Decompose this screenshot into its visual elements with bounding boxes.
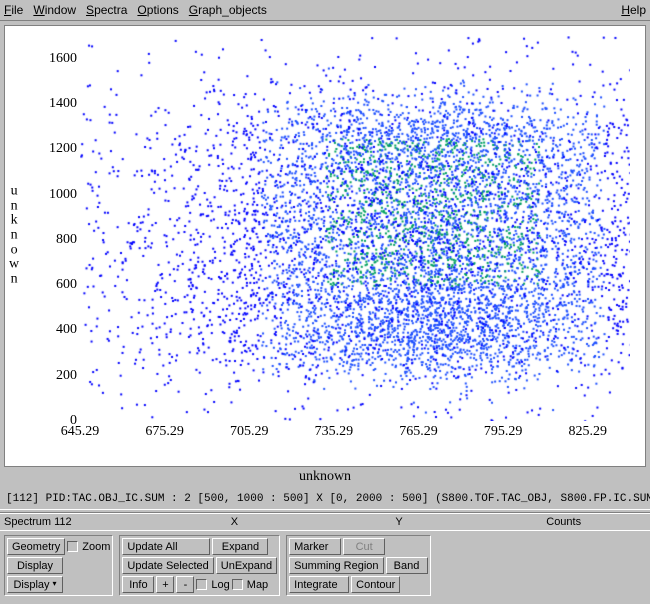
menubar: File Window Spectra Options Graph_object…: [0, 0, 650, 21]
geometry-button[interactable]: Geometry: [7, 538, 65, 555]
info-button[interactable]: Info: [122, 576, 154, 593]
x-tick: 645.29: [61, 424, 100, 440]
map-checkbox[interactable]: Map: [232, 576, 268, 593]
checkbox-icon: [232, 579, 243, 590]
spectrum-info-line: [112] PID:TAC.OBJ_IC.SUM : 2 [500, 1000 …: [0, 489, 650, 509]
y-tick: 1200: [49, 141, 77, 157]
x-tick: 735.29: [315, 424, 354, 440]
band-button[interactable]: Band: [386, 557, 428, 574]
y-tick: 800: [56, 232, 77, 248]
menu-graph-objects[interactable]: Graph_objects: [189, 3, 267, 17]
update-all-button[interactable]: Update All: [122, 538, 210, 555]
menu-file[interactable]: File: [4, 3, 23, 17]
menu-spectra[interactable]: Spectra: [86, 3, 127, 17]
x-axis-label: unknown: [4, 469, 646, 485]
y-tick: 1600: [49, 51, 77, 67]
checkbox-icon: [67, 541, 78, 552]
menu-window[interactable]: Window: [33, 3, 76, 17]
menu-options[interactable]: Options: [137, 3, 178, 17]
log-checkbox[interactable]: Log: [196, 576, 229, 593]
display-menu-button[interactable]: Display▾: [7, 576, 63, 593]
y-tick: 1000: [49, 187, 77, 203]
integrate-button[interactable]: Integrate: [289, 576, 349, 593]
log-label: Log: [211, 579, 229, 591]
unexpand-button[interactable]: UnExpand: [216, 557, 277, 574]
y-tick: 200: [56, 368, 77, 384]
marker-button[interactable]: Marker: [289, 538, 341, 555]
plot-frame: unknown 02004006008001000120014001600645…: [0, 21, 650, 489]
y-tick: 1400: [49, 96, 77, 112]
toolbar-group-update: Update All Expand Update Selected UnExpa…: [119, 535, 280, 596]
checkbox-icon: [196, 579, 207, 590]
status-x: X: [152, 516, 317, 528]
zoom-checkbox[interactable]: Zoom: [67, 538, 110, 555]
contour-button[interactable]: Contour: [351, 576, 400, 593]
toolbar-group-display: Geometry Zoom Display Display▾: [4, 535, 113, 596]
plus-button[interactable]: +: [156, 576, 174, 593]
status-counts: Counts: [481, 516, 646, 528]
display-button[interactable]: Display: [7, 557, 63, 574]
y-tick: 400: [56, 322, 77, 338]
chevron-down-icon: ▾: [53, 579, 57, 588]
x-tick: 765.29: [399, 424, 438, 440]
cut-button[interactable]: Cut: [343, 538, 385, 555]
status-y: Y: [317, 516, 482, 528]
x-tick: 795.29: [484, 424, 523, 440]
x-tick: 825.29: [568, 424, 607, 440]
minus-button[interactable]: -: [176, 576, 194, 593]
x-tick: 675.29: [145, 424, 184, 440]
y-tick: 600: [56, 277, 77, 293]
status-row: Spectrum 112 X Y Counts: [0, 513, 650, 530]
menu-help[interactable]: Help: [621, 3, 646, 17]
scatter-canvas[interactable]: [80, 36, 630, 421]
toolbar-group-region: Marker Cut Summing Region Band Integrate…: [286, 535, 430, 596]
y-axis-label: unknown: [9, 184, 20, 287]
update-selected-button[interactable]: Update Selected: [122, 557, 213, 574]
x-tick: 705.29: [230, 424, 269, 440]
toolbar: Geometry Zoom Display Display▾ Update Al…: [0, 530, 650, 600]
status-spectrum: Spectrum 112: [4, 516, 152, 528]
expand-button[interactable]: Expand: [212, 538, 268, 555]
zoom-label: Zoom: [82, 541, 110, 553]
summing-region-button[interactable]: Summing Region: [289, 557, 383, 574]
plot-area[interactable]: unknown 02004006008001000120014001600645…: [4, 25, 646, 467]
map-label: Map: [247, 579, 268, 591]
